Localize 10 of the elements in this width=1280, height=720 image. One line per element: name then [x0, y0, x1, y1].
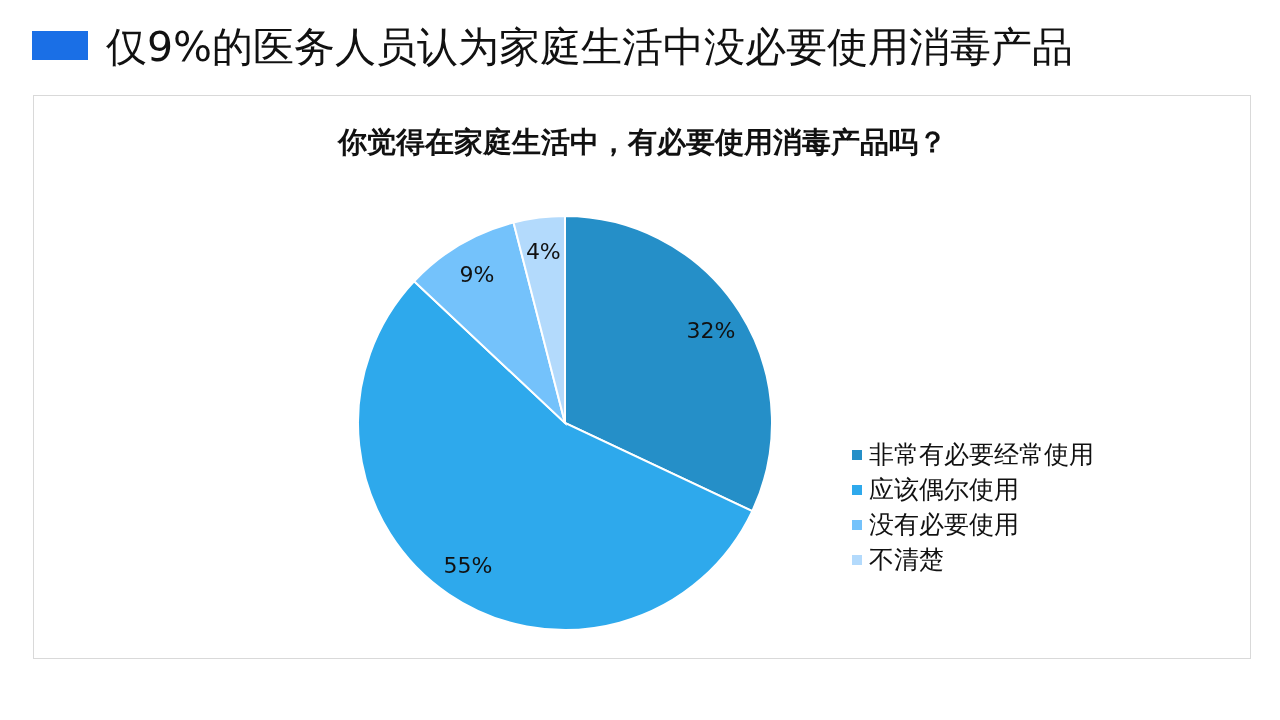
legend-label: 非常有必要经常使用 — [869, 440, 1094, 469]
legend-label: 应该偶尔使用 — [869, 475, 1019, 504]
legend-label: 不清楚 — [869, 545, 944, 574]
data-label: 32% — [686, 317, 736, 343]
chart-title: 仅9%的医务人员认为家庭生活中没必要使用消毒产品 — [106, 23, 1074, 71]
data-label: 55% — [443, 553, 493, 579]
legend-label: 没有必要使用 — [869, 510, 1019, 539]
chart-subtitle: 你觉得在家庭生活中，有必要使用消毒产品吗？ — [337, 125, 947, 159]
data-label: 9% — [459, 261, 495, 287]
data-label: 4% — [525, 239, 561, 265]
